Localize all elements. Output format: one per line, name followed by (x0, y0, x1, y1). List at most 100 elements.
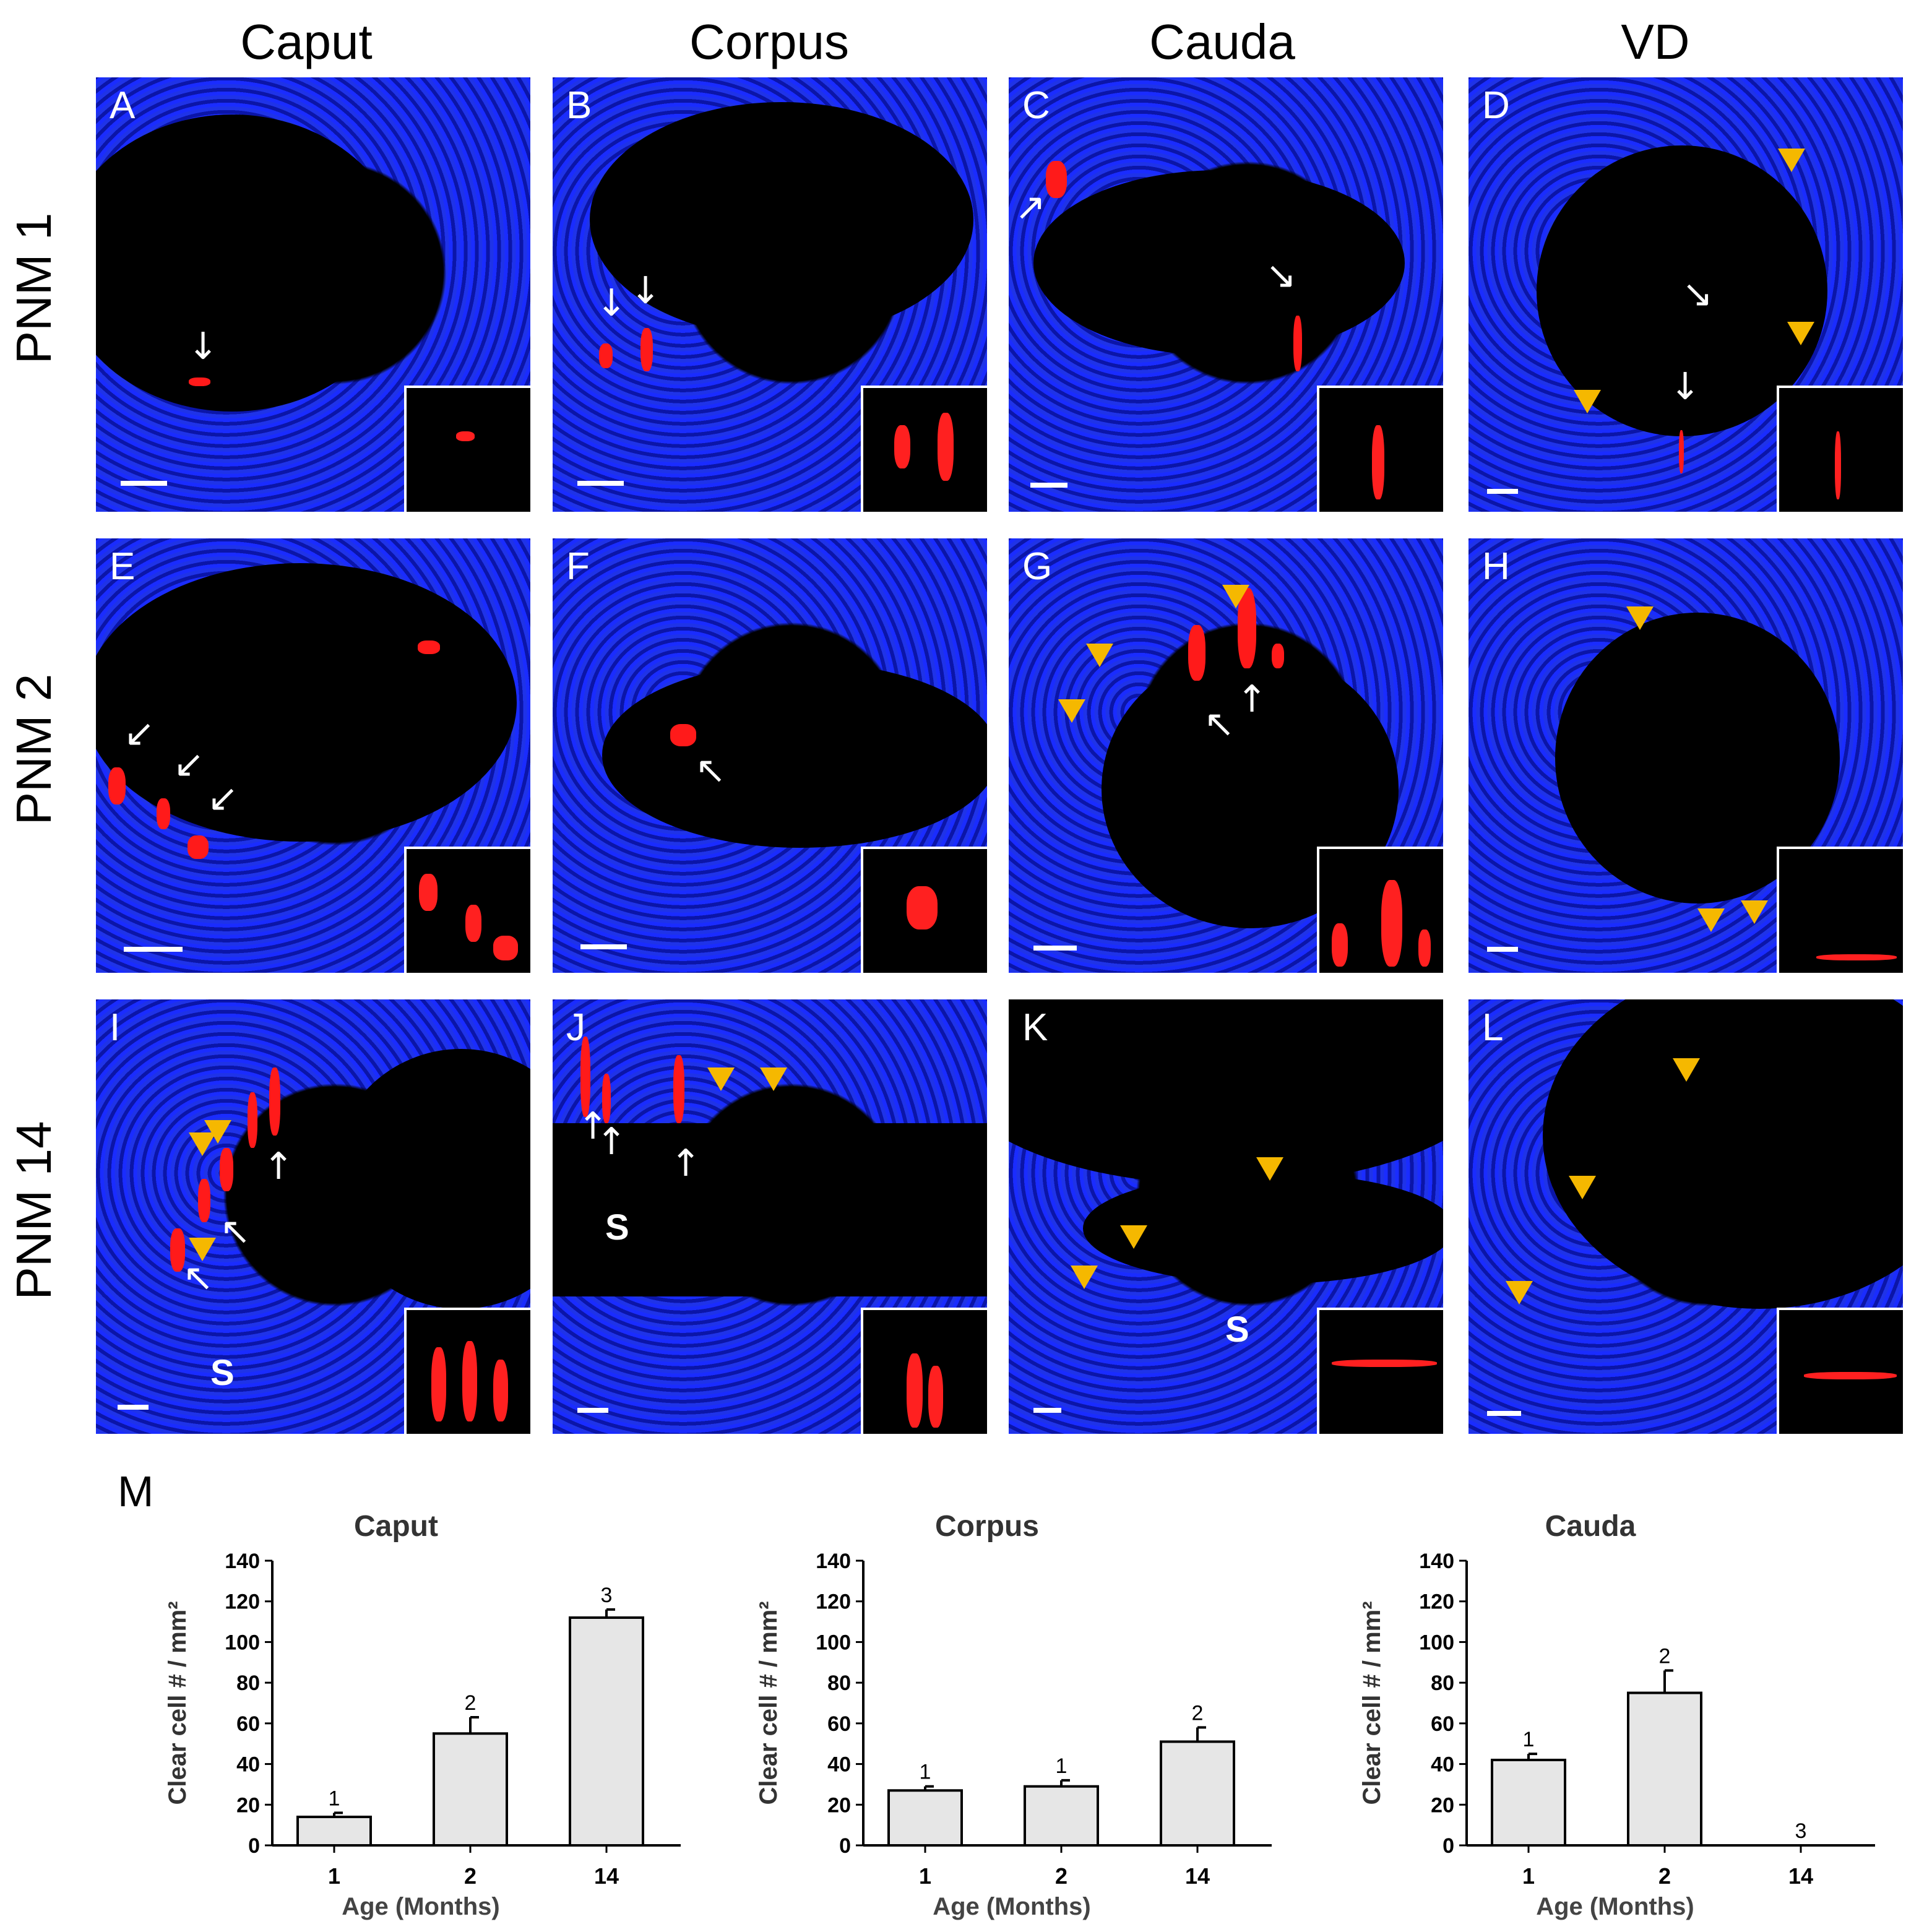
clear-cell-stain (602, 1074, 611, 1123)
bar (1627, 1691, 1702, 1847)
significance-label: 1 (920, 1761, 931, 1784)
y-tick-label: 0 (839, 1834, 851, 1858)
y-tick-label: 80 (1431, 1671, 1454, 1695)
stroma-label: S (210, 1353, 235, 1393)
x-tick-label: 2 (1055, 1863, 1067, 1889)
arrow-icon: ↑ (577, 1105, 609, 1148)
chart-panel-label: M (118, 1467, 154, 1516)
arrowhead-icon (189, 1238, 216, 1261)
clear-cell-stain (670, 724, 696, 746)
bar (887, 1789, 963, 1847)
panel-label-k: K (1022, 1006, 1048, 1049)
inset-image (404, 847, 530, 973)
arrow-icon: ↑ (263, 1145, 295, 1188)
y-tick-label: 120 (225, 1590, 260, 1614)
arrowhead-icon (1058, 699, 1085, 723)
stroma-label: S (605, 1207, 629, 1248)
arrowhead-icon (707, 1067, 735, 1091)
chart-title: Caput (354, 1510, 438, 1543)
panel-label-e: E (110, 545, 136, 588)
panel-label-c: C (1022, 84, 1050, 127)
panel-label-f: F (566, 545, 590, 588)
arrowhead-icon (1741, 900, 1768, 924)
panel-label-j: J (566, 1006, 585, 1049)
x-tick-label: 1 (919, 1863, 931, 1889)
y-tick-label: 100 (225, 1631, 260, 1654)
arrowhead-icon (1086, 644, 1113, 667)
clear-cell-stain (248, 1092, 257, 1148)
arrowhead-icon (1071, 1266, 1098, 1289)
y-tick-label: 60 (827, 1712, 851, 1736)
row-title-pnm2: PNM 2 (6, 673, 61, 826)
significance-label: 2 (1659, 1644, 1671, 1668)
arrow-icon: ↙ (124, 712, 155, 755)
y-tick-label: 100 (1419, 1631, 1454, 1654)
inset-image (1777, 1308, 1903, 1434)
x-tick-label: 2 (1658, 1863, 1671, 1889)
micrograph-panel-c: ↗ ↘ C (1009, 77, 1443, 512)
x-tick-label: 2 (464, 1863, 477, 1889)
scale-bar (577, 1408, 608, 1413)
y-tick-label: 140 (816, 1550, 851, 1573)
y-tick-label: 40 (1431, 1753, 1454, 1777)
significance-label: 3 (1795, 1819, 1807, 1843)
inset-image (861, 386, 987, 512)
clear-cell-stain (157, 798, 170, 829)
bar (1024, 1785, 1099, 1847)
micrograph-panel-h: H (1468, 538, 1903, 973)
inset-image (861, 847, 987, 973)
y-tick-label: 0 (248, 1834, 260, 1858)
scale-bar (577, 481, 624, 486)
significance-label: 3 (601, 1584, 613, 1607)
panel-label-a: A (110, 84, 136, 127)
y-tick-label: 80 (236, 1671, 260, 1695)
chart-title: Cauda (1545, 1510, 1636, 1543)
column-title-corpus: Corpus (689, 14, 849, 69)
arrow-icon: ↙ (173, 743, 205, 786)
x-tick-label: 14 (1788, 1863, 1813, 1889)
clear-cell-stain (1046, 161, 1067, 198)
clear-cell-stain (188, 835, 209, 859)
inset-image (1777, 847, 1903, 973)
clear-cell-stain (170, 1228, 185, 1272)
micrograph-panel-l: L (1468, 999, 1903, 1434)
y-tick-label: 40 (827, 1753, 851, 1777)
inset-image (1317, 386, 1443, 512)
micrograph-panel-a: ↓ A (96, 77, 530, 512)
arrowhead-icon (1778, 149, 1805, 172)
y-tick-label: 100 (816, 1631, 851, 1654)
panel-label-h: H (1482, 545, 1510, 588)
significance-label: 2 (465, 1691, 477, 1715)
chart-title: Corpus (935, 1510, 1039, 1543)
x-tick-label: 14 (1185, 1863, 1210, 1889)
micrograph-panel-e: ↙ ↙ ↙ E (96, 538, 530, 973)
scale-bar (118, 1405, 149, 1410)
y-tick-label: 20 (236, 1793, 260, 1817)
arrowhead-icon (1569, 1176, 1596, 1199)
lumen (1033, 170, 1405, 356)
x-axis-label: Age (Months) (342, 1893, 500, 1920)
panel-label-b: B (566, 84, 592, 127)
micrograph-panel-f: ↖ F (553, 538, 987, 973)
y-tick-label: 60 (1431, 1712, 1454, 1736)
x-tick-label: 1 (1522, 1863, 1535, 1889)
arrow-icon: ↙ (207, 777, 239, 820)
bar (296, 1816, 372, 1847)
arrow-icon: ↖ (183, 1256, 214, 1300)
clear-cell-stain (599, 343, 613, 368)
scale-bar (1487, 489, 1518, 494)
arrowhead-icon (1222, 585, 1249, 608)
arrowhead-icon (1256, 1157, 1283, 1181)
clear-cell-stain (673, 1055, 684, 1123)
lumen (1543, 999, 1903, 1309)
arrowhead-icon (1787, 322, 1814, 345)
y-tick-label: 140 (225, 1550, 260, 1573)
arrow-icon: ↓ (630, 269, 662, 313)
x-tick-label: 14 (594, 1863, 619, 1889)
row-title-pnm14: PNM 14 (6, 1121, 61, 1300)
arrow-icon: ↓ (1670, 365, 1701, 408)
column-title-caput: Caput (240, 14, 373, 69)
scale-bar (1033, 1408, 1061, 1413)
scale-bar (124, 947, 183, 952)
